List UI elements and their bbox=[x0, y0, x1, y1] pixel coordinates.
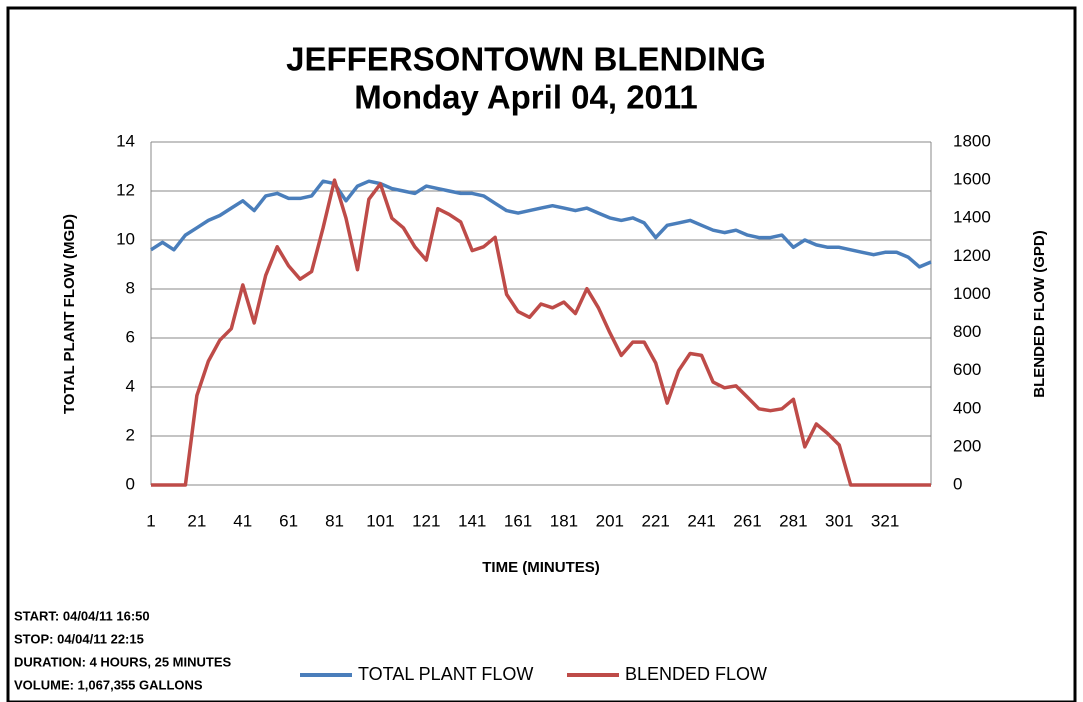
x-tick-label: 241 bbox=[687, 511, 715, 530]
y-axis-label: TOTAL PLANT FLOW (MGD) bbox=[61, 214, 78, 414]
y2-tick-label: 1600 bbox=[953, 170, 991, 189]
series-line bbox=[151, 178, 931, 487]
note: START: 04/04/11 16:50 bbox=[14, 608, 150, 623]
y2-tick-label: 400 bbox=[953, 398, 981, 417]
x-tick-label: 141 bbox=[458, 511, 486, 530]
note: VOLUME: 1,067,355 GALLONS bbox=[14, 677, 203, 692]
x-tick-label: 181 bbox=[550, 511, 578, 530]
x-axis-label: TIME (MINUTES) bbox=[482, 559, 600, 576]
x-tick-label: 21 bbox=[187, 511, 206, 530]
note: DURATION: 4 HOURS, 25 MINUTES bbox=[14, 654, 231, 669]
legend-label: BLENDED FLOW bbox=[625, 664, 767, 684]
x-tick-label: 121 bbox=[412, 511, 440, 530]
series-line bbox=[150, 179, 932, 269]
y2-axis-label: BLENDED FLOW (GPD) bbox=[1031, 230, 1048, 397]
note: STOP: 04/04/11 22:15 bbox=[14, 631, 144, 646]
y2-tick-label: 0 bbox=[953, 474, 962, 493]
x-tick-label: 321 bbox=[871, 511, 899, 530]
x-tick-label: 161 bbox=[504, 511, 532, 530]
x-tick-label: 1 bbox=[146, 511, 155, 530]
y2-tick-label: 1200 bbox=[953, 246, 991, 265]
chart-subtitle: Monday April 04, 2011 bbox=[354, 79, 698, 116]
y-tick-label: 6 bbox=[126, 327, 135, 346]
x-tick-label: 61 bbox=[279, 511, 298, 530]
y2-tick-label: 800 bbox=[953, 322, 981, 341]
chart-title: JEFFERSONTOWN BLENDING bbox=[286, 41, 766, 78]
y2-tick-label: 600 bbox=[953, 360, 981, 379]
y2-tick-label: 1000 bbox=[953, 284, 991, 303]
x-tick-label: 41 bbox=[233, 511, 252, 530]
y2-tick-label: 1400 bbox=[953, 208, 991, 227]
y2-tick-label: 1800 bbox=[953, 131, 991, 150]
x-tick-label: 261 bbox=[733, 511, 761, 530]
x-tick-label: 81 bbox=[325, 511, 344, 530]
legend-label: TOTAL PLANT FLOW bbox=[358, 664, 533, 684]
y-tick-label: 12 bbox=[116, 180, 135, 199]
x-tick-label: 201 bbox=[596, 511, 624, 530]
x-tick-label: 301 bbox=[825, 511, 853, 530]
y-tick-label: 8 bbox=[126, 278, 135, 297]
y-tick-label: 14 bbox=[116, 131, 135, 150]
y-tick-label: 2 bbox=[126, 425, 135, 444]
y-tick-label: 10 bbox=[116, 229, 135, 248]
y2-tick-label: 200 bbox=[953, 436, 981, 455]
y-tick-label: 0 bbox=[126, 474, 135, 493]
y-tick-label: 4 bbox=[126, 376, 135, 395]
x-tick-label: 281 bbox=[779, 511, 807, 530]
x-tick-label: 221 bbox=[642, 511, 670, 530]
x-tick-label: 101 bbox=[366, 511, 394, 530]
frame bbox=[6, 6, 1077, 702]
